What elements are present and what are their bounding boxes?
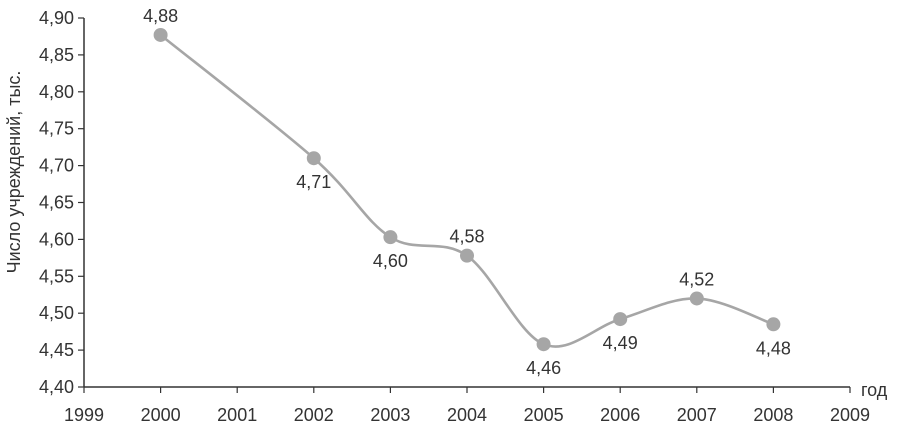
y-tick-label: 4,45 (39, 340, 74, 360)
x-tick-label: 2004 (447, 405, 487, 425)
x-tick-label: 2006 (600, 405, 640, 425)
data-point (383, 230, 398, 245)
y-tick-label: 4,65 (39, 193, 74, 213)
data-point (153, 27, 168, 42)
data-label: 4,60 (373, 251, 408, 271)
x-axis-title: год (861, 380, 888, 400)
data-label: 4,58 (449, 227, 484, 247)
data-point (306, 151, 321, 166)
data-point (536, 337, 551, 352)
data-label: 4,52 (679, 269, 714, 289)
data-markers (153, 27, 781, 352)
y-tick-label: 4,75 (39, 119, 74, 139)
x-tick-label: 2001 (217, 405, 257, 425)
y-tick-label: 4,90 (39, 8, 74, 28)
x-tick-label: 2000 (141, 405, 181, 425)
y-tick-label: 4,60 (39, 229, 74, 249)
data-label: 4,48 (756, 338, 791, 358)
y-tick-label: 4,85 (39, 45, 74, 65)
x-tick-label: 1999 (64, 405, 104, 425)
y-axis-ticks: 4,40 4,45 4,50 4,55 4,60 4,65 4,70 4,75 4,80 4,85… (39, 8, 84, 397)
data-point (689, 291, 704, 306)
x-tick-label: 2008 (753, 405, 793, 425)
data-label: 4,88 (143, 6, 178, 26)
y-tick-label: 4,70 (39, 156, 74, 176)
data-point (613, 312, 628, 327)
x-tick-label: 2003 (370, 405, 410, 425)
y-tick-label: 4,80 (39, 82, 74, 102)
x-tick-label: 2005 (524, 405, 564, 425)
data-label: 4,46 (526, 358, 561, 378)
x-tick-label: 2007 (677, 405, 717, 425)
data-labels: 4,88 4,71 4,60 4,58 4,46 4,49 4,52 4,48 (143, 6, 791, 378)
x-axis-ticks: 1999 2000 2001 2002 2003 2004 2005 2006 2007 2008… (64, 387, 870, 425)
x-tick-label: 2009 (830, 405, 870, 425)
data-point (766, 317, 781, 332)
data-label: 4,71 (296, 172, 331, 192)
series-line (159, 33, 775, 348)
y-tick-label: 4,55 (39, 266, 74, 286)
x-tick-label: 2002 (294, 405, 334, 425)
y-tick-label: 4,50 (39, 303, 74, 323)
y-tick-label: 4,40 (39, 377, 74, 397)
axes (83, 18, 850, 388)
data-point (460, 248, 474, 263)
y-axis-title: Число учреждений, тыс. (4, 71, 24, 274)
data-label: 4,49 (603, 333, 638, 353)
